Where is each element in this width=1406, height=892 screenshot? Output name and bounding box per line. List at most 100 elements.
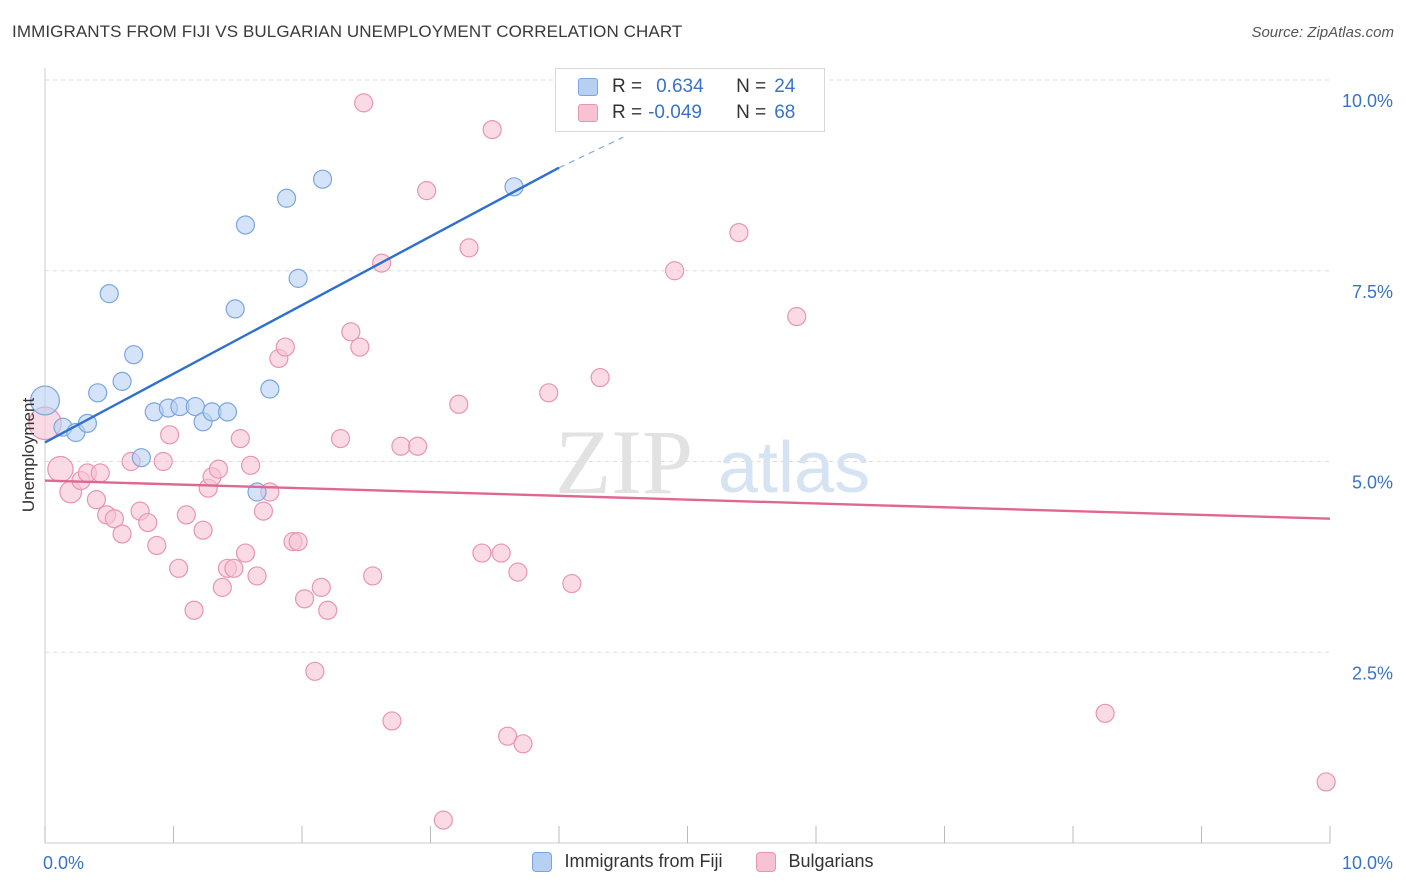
bulgarians-point <box>305 661 325 681</box>
bulgarians-point <box>449 394 469 414</box>
bulgarians-point <box>104 509 124 529</box>
n-label: N = <box>736 76 767 97</box>
bulgarians-point <box>288 532 308 552</box>
bulgarians-point <box>275 337 295 357</box>
fiji-point <box>235 215 256 235</box>
bulgarians-point <box>787 306 807 327</box>
tick-labels: 2.5% 5.0% 7.5% 10.0% 0.0% 10.0% <box>43 91 1393 873</box>
bulgarians-point <box>382 711 402 731</box>
bulgarians-point <box>294 589 315 609</box>
legend-label-bulgarians: Bulgarians <box>788 851 874 871</box>
bulgarians-trend-line <box>44 479 1331 520</box>
y-axis-label: Unemployment <box>19 398 38 513</box>
n-value: 24 <box>774 76 796 97</box>
fiji-trend-extension <box>558 136 624 169</box>
fiji-point <box>225 299 245 319</box>
bulgarians-point <box>341 322 361 342</box>
bulgarians-point <box>176 505 196 525</box>
bulgarians-point <box>169 558 189 578</box>
bulgarians-point <box>491 543 511 563</box>
legend-row-bulgarians: R = -0.049 N = 68 <box>578 100 795 126</box>
bulgarians-point <box>160 425 180 445</box>
bulgarians-point <box>241 455 261 475</box>
bulgarians-point <box>391 436 411 456</box>
bulgarians-point <box>147 535 167 556</box>
bulgarians-point <box>417 181 437 201</box>
bulgarians-point <box>230 429 250 449</box>
legend-item-fiji: Immigrants from Fiji <box>532 851 722 872</box>
chart-title: IMMIGRANTS FROM FIJI VS BULGARIAN UNEMPL… <box>12 22 683 41</box>
bulgarians-point <box>208 459 229 479</box>
bulgarians-point <box>1316 772 1336 792</box>
bulgarians-point <box>508 562 528 582</box>
legend-swatch-fiji <box>578 78 598 96</box>
fiji-point <box>88 383 108 403</box>
bulgarians-point <box>47 455 74 483</box>
watermark: ZIP atlas <box>555 411 870 513</box>
bulgarians-point <box>235 543 256 563</box>
bulgarians-point <box>153 451 173 472</box>
r-label: R = <box>612 76 643 97</box>
x-tick-label: 10.0% <box>1342 853 1393 873</box>
fiji-point <box>131 448 151 468</box>
bulgarians-point <box>184 600 204 620</box>
trend-lines <box>44 136 1331 520</box>
legend-row-fiji: R = 0.634 N = 24 <box>578 74 795 100</box>
bulgarians-point <box>482 119 502 140</box>
bulgarians-point <box>590 367 610 388</box>
r-value: -0.049 <box>648 102 702 123</box>
bulgarians-point <box>318 600 338 620</box>
bulgarians-point <box>112 524 132 544</box>
bulgarians-point <box>138 512 158 533</box>
bulgarians-point <box>433 810 453 830</box>
bulgarians-point <box>665 261 685 281</box>
bulgarians-point <box>513 734 533 754</box>
watermark-atlas: atlas <box>718 428 870 508</box>
bulgarians-point <box>247 566 267 586</box>
bulgarians-point <box>1095 703 1115 723</box>
legend-label-fiji: Immigrants from Fiji <box>564 851 723 871</box>
fiji-point <box>217 402 238 422</box>
bulgarians-point <box>729 223 749 243</box>
bulgarians-point <box>350 337 370 357</box>
y-tick-label: 10.0% <box>1342 91 1393 111</box>
bulgarians-point <box>330 429 351 449</box>
x-tick-label: 0.0% <box>43 853 84 873</box>
bulgarians-point <box>459 238 479 258</box>
bulgarians-point <box>253 501 274 521</box>
bulgarians-point <box>224 558 244 578</box>
bulgarians-point <box>562 573 582 594</box>
fiji-point <box>288 268 308 288</box>
bulgarians-point <box>354 93 374 113</box>
bulgarians-point <box>408 436 428 456</box>
bulgarians-point <box>212 577 232 597</box>
fiji-point <box>312 169 333 189</box>
n-value: 68 <box>774 102 796 123</box>
bulgarians-point <box>472 543 492 563</box>
series-legend: Immigrants from Fiji Bulgarians <box>0 851 1406 872</box>
n-label: N = <box>736 102 767 123</box>
fiji-point <box>124 345 144 365</box>
bulgarians-point <box>90 463 110 483</box>
bulgarians-point <box>193 520 213 540</box>
axes <box>44 68 1331 844</box>
bulgarians-point <box>498 726 518 746</box>
y-tick-label: 2.5% <box>1352 663 1393 683</box>
bulgarians-point <box>539 383 559 403</box>
fiji-point <box>30 385 60 416</box>
y-tick-label: 7.5% <box>1352 282 1393 302</box>
legend-swatch-fiji <box>532 851 553 872</box>
y-tick-label: 5.0% <box>1352 473 1393 493</box>
bulgarians-point <box>311 577 331 597</box>
r-value: 0.634 <box>656 76 704 97</box>
bulgarians-point <box>363 566 383 586</box>
bulgarians-point <box>86 490 107 510</box>
legend-item-bulgarians: Bulgarians <box>756 851 874 872</box>
fiji-trend-line <box>44 166 560 444</box>
legend-swatch-bulgarians <box>756 851 777 872</box>
source-credit: Source: ZipAtlas.com <box>1251 24 1394 41</box>
r-label: R = <box>612 102 643 123</box>
legend-swatch-bulgarians <box>578 104 598 122</box>
correlation-legend: R = 0.634 N = 24 R = -0.049 N = 68 <box>555 68 825 132</box>
